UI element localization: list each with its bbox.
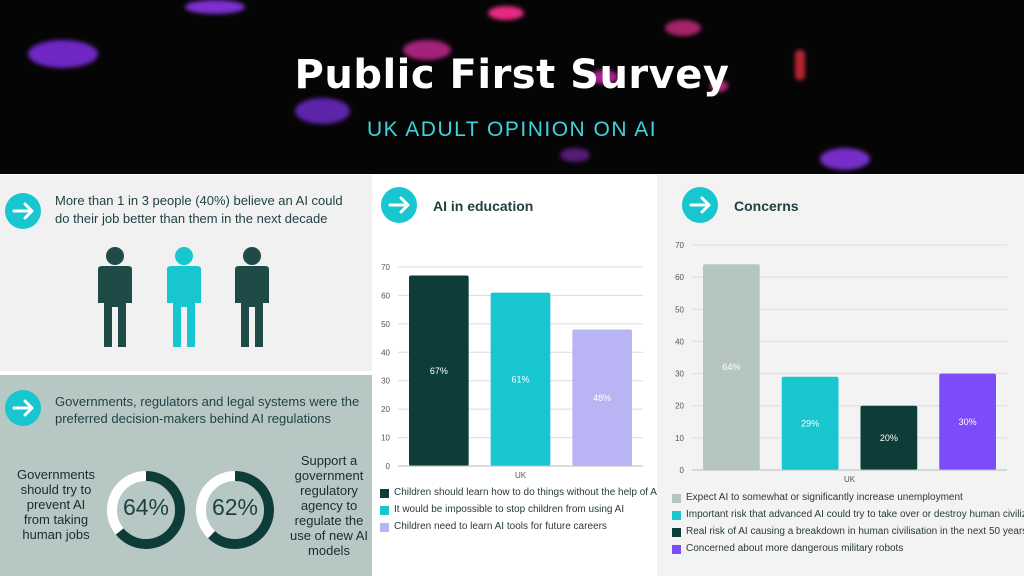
y-tick-label: 40 xyxy=(675,337,684,346)
arrow-right-icon xyxy=(5,390,41,426)
bar-value-label: 64% xyxy=(722,362,740,372)
light-blob xyxy=(403,40,451,60)
x-tick-label: UK xyxy=(515,471,527,480)
y-tick-label: 70 xyxy=(675,241,684,250)
x-tick-label: UK xyxy=(844,475,856,484)
y-tick-label: 50 xyxy=(675,305,684,314)
light-blob xyxy=(590,70,618,84)
legend-label: Children should learn how to do things w… xyxy=(394,487,660,498)
page-title: Public First Survey xyxy=(294,52,730,98)
light-blob xyxy=(488,6,524,20)
bar xyxy=(781,376,839,470)
y-tick-label: 10 xyxy=(381,434,390,443)
arrow-right-icon xyxy=(682,187,718,223)
y-tick-label: 10 xyxy=(675,434,684,443)
legend-swatch xyxy=(380,523,389,532)
light-blob xyxy=(28,40,98,68)
job-statement: More than 1 in 3 people (40%) believe an… xyxy=(55,193,343,226)
light-blob xyxy=(560,148,590,162)
concerns-panel: Concerns 0 10 20 30 40 50 60 70 64% 29% 20% 30% UK E… xyxy=(657,175,1024,576)
header-banner: Public First Survey UK ADULT OPINION ON … xyxy=(0,0,1024,174)
legend-swatch xyxy=(380,506,389,515)
bar xyxy=(939,373,996,470)
bar-value-label: 30% xyxy=(959,417,977,427)
regulation-heading: Governments, regulators and legal system… xyxy=(55,394,360,426)
legend-label: Important risk that advanced AI could tr… xyxy=(686,509,1024,520)
donut-value-label: 62% xyxy=(211,494,259,520)
legend-label: Real risk of AI causing a breakdown in h… xyxy=(686,526,1024,537)
donut-value-label: 64% xyxy=(122,494,170,520)
bar-value-label: 29% xyxy=(801,418,819,428)
person-icon xyxy=(235,247,269,347)
bar-value-label: 61% xyxy=(511,374,529,384)
y-tick-label: 30 xyxy=(675,370,684,379)
person-icon xyxy=(167,247,201,347)
concerns-bar-chart: 0 10 20 30 40 50 60 70 64% 29% 20% 30% UK xyxy=(675,241,1007,484)
legend-label: Children need to learn AI tools for futu… xyxy=(394,521,607,532)
bar-value-label: 20% xyxy=(880,433,898,443)
arrow-right-icon xyxy=(5,193,41,229)
legend-label: It would be impossible to stop children … xyxy=(394,504,625,515)
legend-label: Concerned about more dangerous military … xyxy=(686,543,904,554)
person-icon xyxy=(98,247,132,347)
y-tick-label: 60 xyxy=(381,291,390,300)
y-tick-label: 50 xyxy=(381,320,390,329)
light-blob xyxy=(295,98,350,124)
legend-swatch xyxy=(672,545,681,554)
governments-statement: Governments should try to prevent AI fro… xyxy=(16,467,96,542)
light-blob xyxy=(185,0,245,14)
donut-value-arc xyxy=(107,471,185,549)
regulation-panel: Governments, regulators and legal system… xyxy=(0,375,372,576)
donut-value-arc xyxy=(196,471,274,549)
y-tick-label: 20 xyxy=(381,405,390,414)
legend-swatch xyxy=(380,489,389,498)
y-tick-label: 70 xyxy=(381,263,390,272)
y-tick-label: 60 xyxy=(675,273,684,282)
legend-swatch xyxy=(672,528,681,537)
legend-swatch xyxy=(672,511,681,520)
education-panel: AI in education 0 10 20 30 40 50 60 70 67% 61% 48%… xyxy=(373,175,660,576)
y-tick-label: 0 xyxy=(386,462,391,471)
bar xyxy=(703,264,760,470)
bar xyxy=(860,405,918,470)
y-tick-label: 40 xyxy=(381,348,390,357)
education-bar-chart: 0 10 20 30 40 50 60 70 67% 61% 48% UK xyxy=(381,263,643,480)
y-tick-label: 0 xyxy=(680,466,685,475)
chart-title: AI in education xyxy=(433,198,534,214)
legend-swatch xyxy=(672,494,681,503)
light-blob xyxy=(665,20,701,36)
bar xyxy=(409,275,469,466)
page-subtitle: UK ADULT OPINION ON AI xyxy=(366,118,658,141)
y-tick-label: 30 xyxy=(381,377,390,386)
people-figures xyxy=(98,247,269,347)
light-blob xyxy=(820,148,870,170)
chart-title: Concerns xyxy=(734,198,799,214)
bar xyxy=(572,329,632,466)
regulatory-agency-statement: Support a government regulatory agency t… xyxy=(289,453,369,558)
light-blob xyxy=(710,80,728,92)
light-blob xyxy=(795,50,805,80)
donut-charts xyxy=(107,471,274,549)
arrow-right-icon xyxy=(381,187,417,223)
y-tick-label: 20 xyxy=(675,402,684,411)
job-panel: More than 1 in 3 people (40%) believe an… xyxy=(0,175,372,371)
bar-value-label: 67% xyxy=(430,366,448,376)
bar xyxy=(490,292,551,466)
bar-value-label: 48% xyxy=(593,393,611,403)
legend-label: Expect AI to somewhat or significantly i… xyxy=(686,492,963,503)
